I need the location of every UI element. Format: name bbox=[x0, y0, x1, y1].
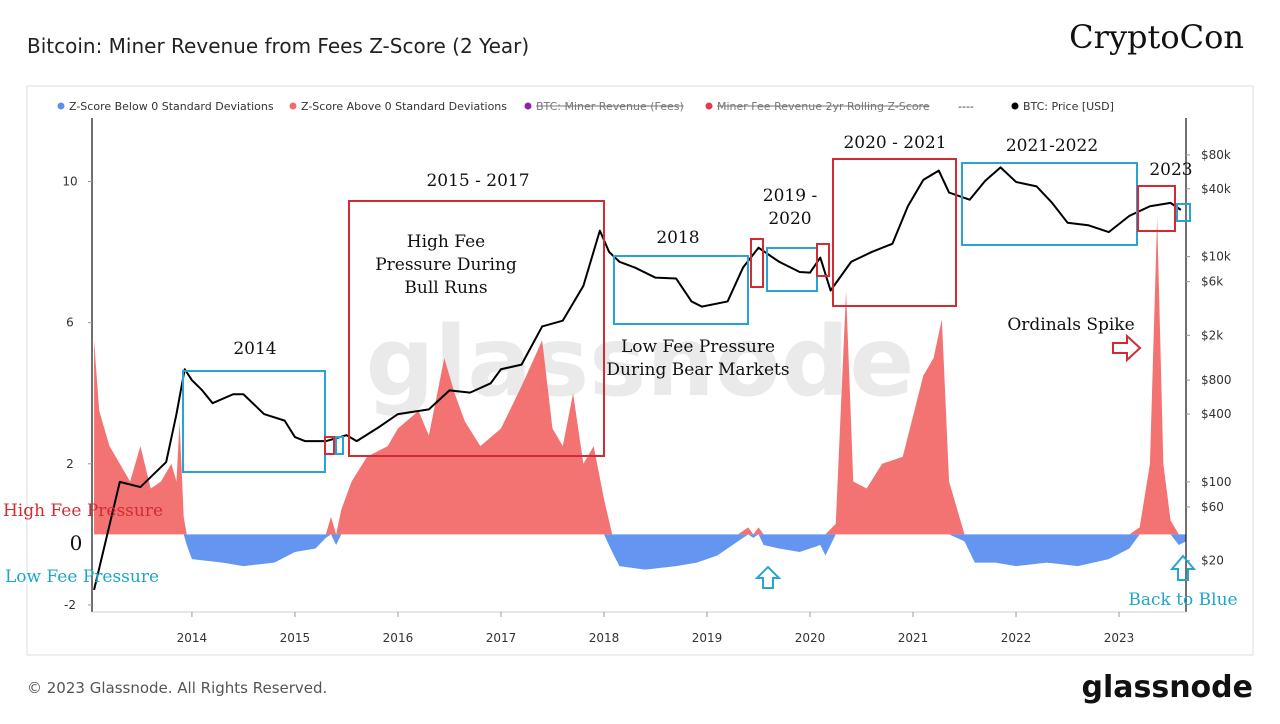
legend-swatch bbox=[524, 102, 532, 110]
annotation: Pressure During bbox=[375, 255, 517, 275]
annotation-box bbox=[348, 200, 605, 457]
legend-swatch bbox=[705, 102, 713, 110]
x-tick-label: 2014 bbox=[177, 631, 208, 645]
legend-swatch bbox=[1011, 102, 1019, 110]
legend-label: Z-Score Above 0 Standard Deviations bbox=[301, 100, 507, 113]
y2-tick-label: $100 bbox=[1201, 475, 1232, 489]
y2-tick-label: $6k bbox=[1201, 275, 1223, 289]
y2-tick-label: $2k bbox=[1201, 328, 1223, 342]
annotation-box bbox=[1176, 203, 1191, 222]
y-tick-label: 6 bbox=[66, 316, 74, 330]
annotation: High Fee Pressure bbox=[3, 501, 163, 521]
chart-title: Bitcoin: Miner Revenue from Fees Z-Score… bbox=[27, 34, 529, 58]
annotation: High Fee bbox=[407, 232, 485, 252]
annotation: 2023 bbox=[1149, 160, 1192, 180]
annotation: 2015 - 2017 bbox=[426, 171, 529, 191]
x-tick-label: 2022 bbox=[1001, 631, 1032, 645]
z-score-area bbox=[94, 216, 1186, 535]
annotation-box bbox=[324, 436, 335, 455]
x-tick-label: 2020 bbox=[795, 631, 826, 645]
y2-tick-label: $60 bbox=[1201, 500, 1224, 514]
annotation: 2018 bbox=[656, 228, 699, 248]
y2-tick-label: $40k bbox=[1201, 182, 1231, 196]
annotation-box bbox=[1137, 185, 1176, 232]
legend-swatch bbox=[57, 102, 65, 110]
x-tick-label: 2017 bbox=[486, 631, 517, 645]
annotation: 2014 bbox=[233, 339, 276, 359]
annotation-box bbox=[750, 238, 764, 288]
y2-tick-label: $10k bbox=[1201, 250, 1231, 264]
brand: CryptoCon bbox=[1069, 18, 1244, 56]
annotation: 2019 - bbox=[763, 186, 817, 206]
x-tick-label: 2019 bbox=[692, 631, 723, 645]
annotation: 2020 - 2021 bbox=[843, 133, 946, 153]
footer: © 2023 Glassnode. All Rights Reserved. bbox=[27, 679, 327, 697]
y2-tick-label: $400 bbox=[1201, 407, 1232, 421]
annotation: 2020 bbox=[768, 209, 811, 229]
y-tick-label: 2 bbox=[66, 457, 74, 471]
annotation-box bbox=[182, 370, 326, 473]
y2-tick-label: $80k bbox=[1201, 148, 1231, 162]
arrow-right bbox=[1112, 333, 1142, 363]
annotation: Back to Blue bbox=[1128, 590, 1237, 610]
annotation: Bull Runs bbox=[404, 278, 487, 298]
annotation-box bbox=[335, 436, 344, 455]
z-score-area bbox=[94, 534, 1186, 570]
annotation: Low Fee Pressure bbox=[621, 337, 775, 357]
legend-label: Z-Score Below 0 Standard Deviations bbox=[69, 100, 274, 113]
annotation: During Bear Markets bbox=[606, 360, 789, 380]
annotation-box bbox=[613, 255, 749, 325]
annotation-box bbox=[816, 243, 830, 277]
y2-tick-label: $800 bbox=[1201, 373, 1232, 387]
arrow-up bbox=[754, 565, 782, 589]
logo: glassnode bbox=[1081, 670, 1253, 705]
arrow-up bbox=[1169, 554, 1197, 581]
x-tick-label: 2015 bbox=[280, 631, 311, 645]
annotation: Ordinals Spike bbox=[1007, 315, 1134, 335]
x-tick-label: 2018 bbox=[589, 631, 620, 645]
legend-label: BTC: Price [USD] bbox=[1023, 100, 1114, 113]
annotation-box bbox=[832, 158, 957, 307]
price-line bbox=[93, 166, 1182, 591]
annotation: Low Fee Pressure bbox=[5, 567, 159, 587]
y-tick-label: 10 bbox=[62, 175, 77, 189]
annotation: 2021-2022 bbox=[1006, 136, 1098, 156]
x-tick-label: 2023 bbox=[1104, 631, 1135, 645]
y2-tick-label: $20 bbox=[1201, 554, 1224, 568]
legend-swatch bbox=[289, 102, 297, 110]
y-tick-label: -2 bbox=[64, 598, 76, 612]
legend-label: ---- bbox=[958, 100, 974, 113]
annotation: 0 bbox=[70, 531, 83, 555]
x-tick-label: 2021 bbox=[898, 631, 929, 645]
x-tick-label: 2016 bbox=[383, 631, 414, 645]
